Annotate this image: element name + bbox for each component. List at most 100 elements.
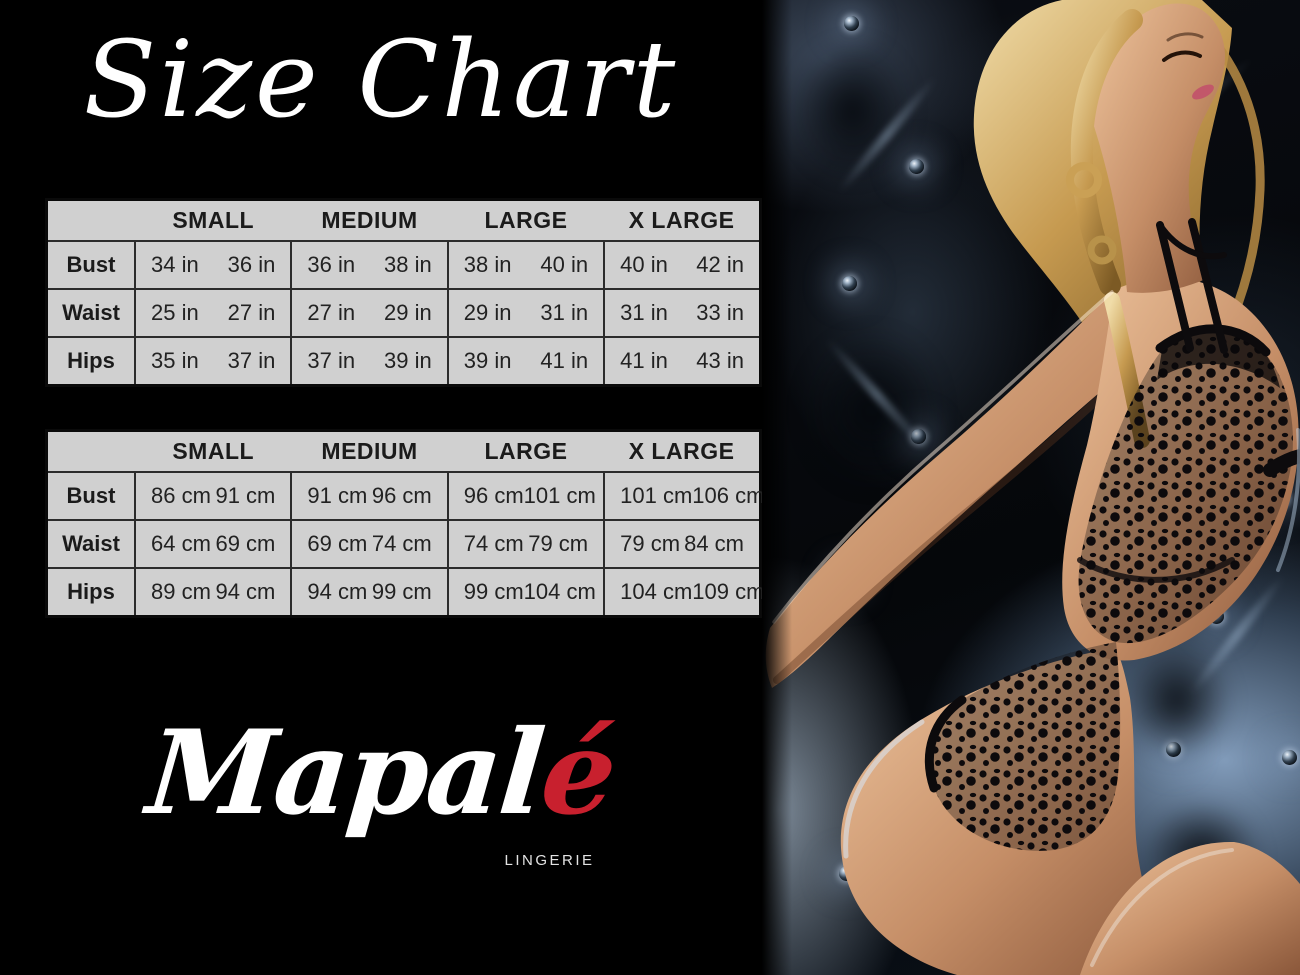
measurement-pair: 89 cm 94 cm (136, 579, 290, 605)
measurement-value: 36 in (307, 252, 356, 277)
row-label: Waist (45, 519, 136, 569)
lips (1192, 84, 1214, 100)
row-label: Hips (45, 336, 136, 386)
measurement-value: 27 in (227, 300, 276, 325)
size-cell: 37 in 39 in (290, 336, 449, 386)
header-row: SMALL MEDIUM LARGE X LARGE (46, 430, 761, 473)
measurement-pair: 31 in 33 in (605, 300, 759, 326)
tuft-button (844, 16, 859, 31)
tuft-shadow (802, 330, 942, 490)
measurement-pair: 40 in 42 in (605, 252, 759, 278)
table-row: Waist 64 cm 69 cm 69 cm 74 cm 74 cm 79 cm 79 cm… (45, 519, 762, 569)
size-cell: 101 cm 106 cm (603, 471, 764, 521)
size-table-inches: SMALL MEDIUM LARGE X LARGE Bust 34 in 36 in 36 … (45, 198, 762, 387)
size-cell: 36 in 38 in (290, 240, 449, 290)
measurement-pair: 74 cm 79 cm (449, 531, 603, 557)
size-cell: 74 cm 79 cm (446, 519, 606, 569)
row-label: Waist (45, 288, 136, 338)
lace-bodice (1078, 330, 1293, 644)
measurement-value: 38 in (463, 252, 512, 277)
measurement-value: 41 in (540, 347, 589, 373)
measurement-value: 69 cm (307, 531, 368, 556)
measurement-value: 91 cm (307, 483, 368, 508)
leg-calf (1080, 841, 1300, 975)
measurement-pair: 37 in 39 in (292, 348, 446, 374)
size-cell: 25 in 27 in (133, 288, 293, 338)
column-header: MEDIUM (291, 430, 448, 473)
column-header: SMALL (135, 199, 292, 242)
column-header: X LARGE (604, 430, 761, 473)
measurement-value: 33 in (696, 300, 744, 325)
row-label: Bust (45, 240, 136, 290)
size-chart-panel: Size Chart SMALL MEDIUM LARGE X LARGE Bust 34… (45, 18, 765, 869)
measurement-value: 29 in (384, 300, 432, 325)
measurement-value: 64 cm (151, 531, 211, 556)
size-cell: 40 in 42 in (603, 240, 762, 290)
table-body: Bust 86 cm 91 cm 91 cm 96 cm 96 cm 101 cm 101 c… (45, 471, 764, 617)
measurement-value: 35 in (151, 347, 199, 373)
measurement-pair: 29 in 31 in (449, 300, 603, 326)
measurement-value: 40 in (540, 252, 589, 277)
size-cell: 34 in 36 in (133, 240, 293, 290)
size-cell: 41 in 43 in (603, 336, 762, 386)
measurement-pair: 25 in 27 in (136, 300, 290, 326)
measurement-pair: 38 in 40 in (449, 252, 603, 278)
measurement-pair: 41 in 43 in (605, 348, 759, 374)
measurement-value: 42 in (696, 252, 744, 277)
column-header: LARGE (447, 199, 605, 242)
corner-cell (46, 430, 135, 473)
measurement-pair: 64 cm 69 cm (136, 531, 290, 557)
size-cell: 31 in 33 in (603, 288, 762, 338)
measurement-pair: 104 cm 109 cm (605, 578, 764, 605)
measurement-value: 99 cm (371, 578, 432, 604)
tuft-shadow (792, 40, 912, 180)
measurement-value: 101 cm (620, 483, 693, 508)
measurement-value: 79 cm (620, 531, 681, 556)
measurement-value: 39 in (384, 347, 432, 373)
table-body: Bust 34 in 36 in 36 in 38 in 38 in 40 in 40 in 4… (45, 240, 762, 386)
table-row: Hips 89 cm 94 cm 94 cm 99 cm 99 cm 104 cm 104 c… (45, 567, 764, 617)
measurement-pair: 69 cm 74 cm (292, 531, 446, 557)
measurement-value: 96 cm (371, 483, 432, 508)
measurement-pair: 79 cm 84 cm (605, 531, 759, 557)
size-cell: 79 cm 84 cm (603, 519, 762, 569)
corner-cell (46, 199, 135, 242)
measurement-pair: 96 cm 101 cm (449, 483, 603, 509)
measurement-value: 29 in (463, 300, 512, 325)
table-row: Bust 34 in 36 in 36 in 38 in 38 in 40 in 40 in 4… (45, 240, 762, 290)
measurement-value: 43 in (696, 347, 744, 373)
table-row: Hips 35 in 37 in 37 in 39 in 39 in 41 in 41 in 4… (45, 336, 762, 386)
lace-bottom (929, 642, 1121, 851)
measurement-value: 104 cm (620, 578, 693, 604)
size-table-centimeters: SMALL MEDIUM LARGE X LARGE Bust 86 cm 91 cm 91 … (45, 429, 764, 618)
measurement-value: 74 cm (463, 531, 524, 556)
size-cell: 27 in 29 in (290, 288, 449, 338)
measurement-pair: 94 cm 99 cm (292, 579, 446, 605)
measurement-value: 40 in (620, 252, 668, 277)
halter-strap (1188, 218, 1228, 354)
size-cell: 89 cm 94 cm (133, 567, 293, 617)
size-cell: 104 cm 109 cm (603, 567, 764, 617)
measurement-value: 96 cm (463, 483, 524, 508)
measurement-pair: 34 in 36 in (136, 252, 290, 278)
column-header: SMALL (135, 430, 292, 473)
measurement-value: 79 cm (528, 531, 589, 556)
measurement-value: 39 in (463, 347, 512, 373)
size-cell: 35 in 37 in (133, 336, 293, 386)
model-figure (765, 0, 1300, 975)
head (1092, 3, 1226, 293)
arm (765, 290, 1162, 688)
measurement-value: 99 cm (463, 578, 524, 604)
measurement-value: 106 cm (692, 483, 765, 508)
table-header: SMALL MEDIUM LARGE X LARGE (46, 430, 761, 473)
measurement-value: 104 cm (523, 578, 596, 604)
eyelashes (1162, 50, 1202, 62)
brand-logo-accent-e: é (536, 705, 620, 841)
size-cell: 94 cm 99 cm (290, 567, 449, 617)
page-title: Size Chart (83, 18, 679, 141)
size-cell: 64 cm 69 cm (133, 519, 293, 569)
measurement-pair: 91 cm 96 cm (292, 483, 446, 509)
measurement-value: 36 in (227, 252, 276, 277)
measurement-value: 25 in (151, 300, 199, 325)
table-header: SMALL MEDIUM LARGE X LARGE (46, 199, 761, 242)
